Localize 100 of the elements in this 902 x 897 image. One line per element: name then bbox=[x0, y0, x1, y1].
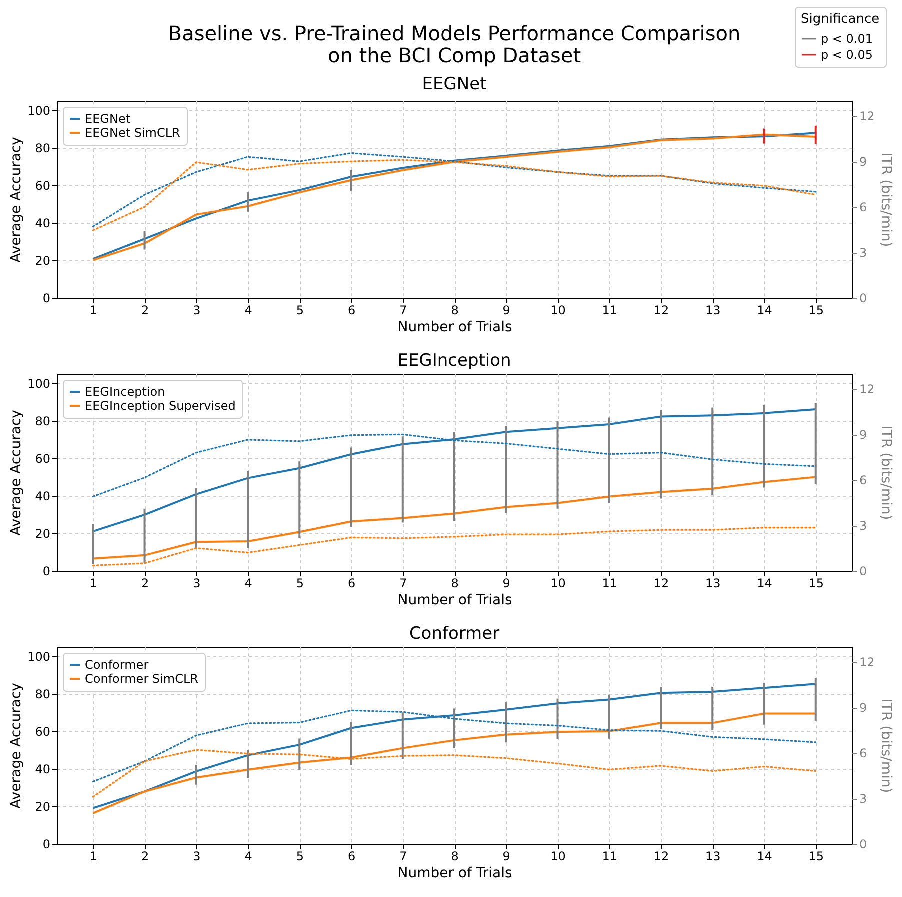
y2-axis-title: ITR (bits/min) bbox=[878, 426, 894, 520]
x-tick-label: 7 bbox=[400, 576, 408, 590]
x-tick-label: 10 bbox=[550, 304, 566, 318]
x-tick-label: 9 bbox=[502, 576, 510, 590]
y2-tick-label: 3 bbox=[860, 519, 868, 534]
x-tick-label: 9 bbox=[502, 304, 510, 318]
line-series bbox=[92, 476, 817, 560]
y-axis-title: Average Accuracy bbox=[8, 410, 25, 536]
bar bbox=[814, 403, 817, 484]
bar bbox=[608, 694, 610, 739]
bar bbox=[298, 738, 301, 770]
legend-label: p < 0.05 bbox=[821, 48, 874, 62]
x-tick-label: 14 bbox=[757, 576, 772, 590]
x-tick-label: 12 bbox=[654, 850, 670, 864]
x-tick-label: 10 bbox=[550, 850, 566, 864]
x-tick-label: 2 bbox=[141, 576, 150, 590]
bar bbox=[814, 126, 817, 144]
bar bbox=[556, 421, 559, 509]
x-tick-label: 2 bbox=[141, 850, 150, 864]
bar bbox=[350, 170, 352, 192]
x-tick-label: 6 bbox=[348, 850, 356, 864]
bar bbox=[350, 448, 352, 528]
bar bbox=[660, 686, 662, 730]
legend-label: EEGInception Supervised bbox=[85, 399, 236, 413]
x-tick-label: 4 bbox=[244, 576, 252, 590]
bar bbox=[814, 678, 817, 722]
x-tick-label: 7 bbox=[400, 304, 408, 318]
y-tick-label: 60 bbox=[35, 452, 50, 466]
y2-tick-label: 12 bbox=[860, 110, 875, 124]
y2-axis-title: ITR (bits/min) bbox=[878, 698, 894, 794]
x-tick-label: 12 bbox=[654, 576, 670, 590]
y-tick-label: 20 bbox=[35, 254, 50, 268]
x-tick-label: 11 bbox=[602, 850, 618, 864]
bar bbox=[144, 231, 146, 250]
legend-title: Significance bbox=[801, 12, 880, 27]
x-tick-label: 13 bbox=[705, 576, 721, 590]
x-tick-label: 14 bbox=[757, 850, 772, 864]
x-tick-label: 8 bbox=[451, 304, 459, 318]
bar bbox=[712, 408, 714, 496]
x-tick-label: 3 bbox=[193, 850, 201, 864]
x-tick-label: 1 bbox=[90, 576, 98, 590]
x-tick-label: 3 bbox=[193, 576, 201, 590]
y-tick-label: 0 bbox=[42, 838, 50, 852]
bar bbox=[350, 722, 352, 766]
x-tick-label: 3 bbox=[193, 304, 201, 318]
bar bbox=[402, 712, 404, 760]
x-tick-label: 15 bbox=[808, 304, 824, 318]
x-axis-title: Number of Trials bbox=[398, 592, 512, 608]
legend-label: EEGInception bbox=[85, 385, 166, 399]
y-tick-label: 40 bbox=[35, 762, 50, 776]
x-axis-title: Number of Trials bbox=[398, 320, 512, 336]
bar bbox=[763, 683, 766, 725]
x-tick-label: 4 bbox=[244, 850, 252, 864]
x-tick-label: 8 bbox=[451, 576, 459, 590]
bar bbox=[608, 418, 610, 504]
bar bbox=[556, 698, 559, 740]
y-axis-title: Average Accuracy bbox=[8, 137, 25, 263]
bar bbox=[144, 508, 146, 564]
y-tick-label: 60 bbox=[35, 724, 50, 739]
x-axis-title: Number of Trials bbox=[398, 866, 512, 882]
bar bbox=[660, 410, 662, 499]
y2-tick-label: 6 bbox=[860, 474, 868, 488]
y-tick-label: 20 bbox=[35, 526, 50, 541]
y2-tick-label: 9 bbox=[860, 155, 868, 170]
bar bbox=[92, 524, 94, 564]
y-tick-label: 40 bbox=[35, 216, 50, 230]
bar bbox=[454, 708, 456, 748]
y2-tick-label: 0 bbox=[860, 564, 868, 578]
x-tick-label: 4 bbox=[244, 304, 252, 318]
x-tick-label: 2 bbox=[141, 304, 150, 318]
bar bbox=[402, 436, 404, 523]
legend-label: EEGNet SimCLR bbox=[85, 126, 180, 140]
y2-tick-label: 3 bbox=[860, 792, 868, 806]
line-series bbox=[92, 527, 817, 566]
bar bbox=[763, 406, 766, 488]
bar bbox=[195, 765, 198, 785]
bar bbox=[247, 750, 250, 778]
bar bbox=[763, 128, 766, 144]
chart-title: Conformer bbox=[409, 624, 500, 644]
y-tick-label: 100 bbox=[28, 376, 50, 391]
y-tick-label: 80 bbox=[35, 687, 50, 702]
x-tick-label: 15 bbox=[808, 850, 824, 864]
x-tick-label: 1 bbox=[90, 304, 98, 318]
y-tick-label: 20 bbox=[35, 800, 50, 814]
y2-tick-label: 12 bbox=[860, 656, 875, 670]
x-tick-label: 6 bbox=[348, 304, 356, 318]
x-tick-label: 11 bbox=[602, 576, 618, 590]
x-tick-label: 10 bbox=[550, 576, 566, 590]
y2-tick-label: 12 bbox=[860, 382, 875, 397]
x-tick-label: 13 bbox=[705, 304, 721, 318]
x-tick-label: 5 bbox=[296, 850, 304, 864]
y-tick-label: 0 bbox=[42, 292, 50, 306]
x-tick-label: 14 bbox=[757, 304, 772, 318]
y2-axis-title: ITR (bits/min) bbox=[878, 152, 894, 248]
x-tick-label: 1 bbox=[90, 850, 98, 864]
y-axis-title: Average Accuracy bbox=[8, 683, 25, 809]
bar bbox=[712, 686, 714, 730]
bar bbox=[454, 432, 456, 522]
chart-title: EEGInception bbox=[398, 351, 512, 371]
y2-tick-label: 3 bbox=[860, 246, 868, 260]
